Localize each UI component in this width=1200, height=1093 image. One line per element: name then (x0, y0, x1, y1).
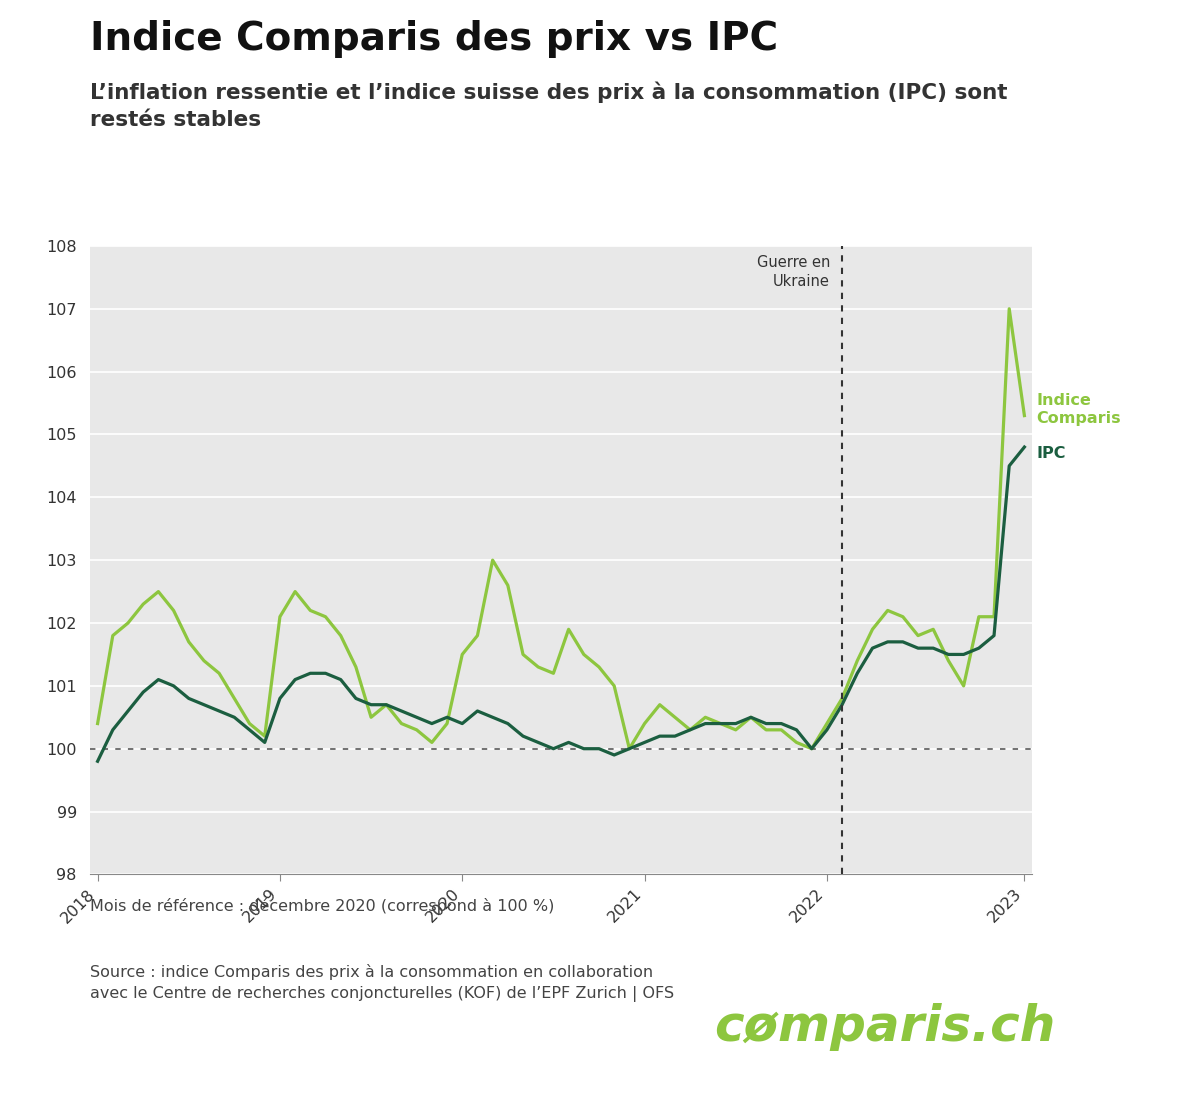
Text: cømparis.ch: cømparis.ch (714, 1003, 1055, 1051)
Text: Source : indice Comparis des prix à la consommation en collaboration
avec le Cen: Source : indice Comparis des prix à la c… (90, 964, 674, 1002)
Text: Indice Comparis des prix vs IPC: Indice Comparis des prix vs IPC (90, 20, 778, 58)
Text: IPC: IPC (1037, 446, 1066, 461)
Text: L’inflation ressentie et l’indice suisse des prix à la consommation (IPC) sont
r: L’inflation ressentie et l’indice suisse… (90, 82, 1008, 130)
Text: Mois de référence : décembre 2020 (correspond à 100 %): Mois de référence : décembre 2020 (corre… (90, 898, 554, 915)
Text: Indice
Comparis: Indice Comparis (1037, 392, 1121, 426)
Text: Guerre en
Ukraine: Guerre en Ukraine (756, 256, 830, 289)
